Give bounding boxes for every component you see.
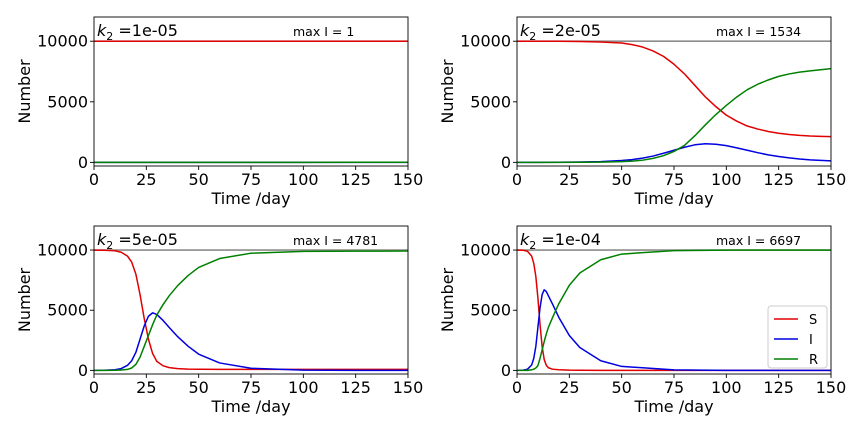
x-tick-label: 100: [288, 170, 319, 189]
x-tick-label: 150: [816, 378, 847, 397]
panel-title: k2 =5e-05: [97, 230, 178, 252]
x-tick-label: 125: [340, 170, 371, 189]
y-axis-label: Number: [438, 59, 457, 124]
y-tick-label: 5000: [47, 301, 88, 320]
x-tick-label: 50: [188, 170, 208, 189]
panel-title: k2 =1e-05: [97, 21, 178, 43]
x-tick-label: 100: [288, 378, 319, 397]
series-line-R: [517, 249, 831, 372]
y-axis-label: Number: [438, 267, 457, 332]
x-tick-label: 0: [512, 378, 522, 397]
chart-panel-4: 0 25 50 75 100 125 150 0 5000 10000 Time /day Numbe…: [438, 225, 847, 416]
panel-title: k2 =1e-04: [520, 230, 601, 252]
x-tick-label: 100: [711, 378, 742, 397]
panel-title-subscript: 2: [529, 30, 536, 43]
y-tick-label: 10000: [460, 241, 511, 260]
x-tick-label: 0: [512, 170, 522, 189]
max-i-annotation: max I = 6697: [716, 233, 801, 248]
y-tick-label: 10000: [37, 32, 88, 51]
legend-label-S: S: [809, 313, 817, 328]
x-tick-label: 75: [664, 378, 684, 397]
x-tick-label: 100: [711, 170, 742, 189]
panel-title-value: =5e-05: [113, 230, 178, 249]
y-tick-label: 10000: [37, 241, 88, 260]
series-group: [517, 40, 831, 164]
series-line-R: [94, 250, 408, 372]
series-line-I: [94, 312, 408, 372]
max-i-annotation: max I = 4781: [293, 233, 378, 248]
legend-label-I: I: [809, 333, 813, 348]
panel-title-subscript: 2: [106, 239, 113, 252]
series-line-I: [517, 289, 831, 372]
legend-box: [767, 305, 828, 369]
x-tick-label: 0: [89, 378, 99, 397]
x-axis-label: Time /day: [210, 189, 290, 208]
y-tick-label: 5000: [470, 301, 511, 320]
y-tick-label: 0: [78, 153, 88, 172]
x-tick-label: 50: [188, 378, 208, 397]
x-tick-label: 50: [611, 170, 631, 189]
max-i-annotation: max I = 1534: [716, 24, 801, 39]
x-tick-label: 125: [340, 378, 371, 397]
panel-title-symbol: k: [520, 21, 530, 40]
panel-title-symbol: k: [520, 230, 530, 249]
series-group: [94, 40, 408, 164]
max-i-annotation: max I = 1: [293, 24, 354, 39]
panel-title-value: =1e-05: [113, 21, 178, 40]
x-tick-label: 50: [611, 378, 631, 397]
x-tick-label: 25: [559, 170, 579, 189]
x-tick-label: 25: [136, 378, 156, 397]
x-tick-label: 75: [241, 378, 261, 397]
panel-title-symbol: k: [97, 230, 107, 249]
x-tick-label: 125: [763, 170, 794, 189]
legend-label-R: R: [809, 353, 818, 368]
x-tick-label: 25: [136, 170, 156, 189]
x-tick-label: 150: [816, 170, 847, 189]
panel-title-value: =1e-04: [536, 230, 601, 249]
series-line-S: [517, 40, 831, 138]
panel-title-value: =2e-05: [536, 21, 601, 40]
y-tick-label: 10000: [460, 32, 511, 51]
x-axis-label: Time /day: [633, 189, 713, 208]
y-tick-label: 0: [501, 153, 511, 172]
panel-title: k2 =2e-05: [520, 21, 601, 43]
y-tick-label: 5000: [470, 92, 511, 111]
chart-panel-1: 0 25 50 75 100 125 150 0 5000 10000 Time /day Numbe…: [15, 16, 424, 208]
panel-title-subscript: 2: [529, 239, 536, 252]
series-line-I: [517, 143, 831, 164]
x-tick-label: 125: [763, 378, 794, 397]
x-axis-label: Time /day: [633, 397, 713, 416]
series-line-R: [517, 67, 831, 164]
y-tick-label: 0: [78, 361, 88, 380]
y-axis-label: Number: [15, 59, 34, 124]
series-group: [517, 249, 831, 372]
x-tick-label: 150: [393, 378, 424, 397]
y-axis-label: Number: [15, 267, 34, 332]
chart-panel-3: 0 25 50 75 100 125 150 0 5000 10000 Time /day Numbe…: [15, 225, 424, 416]
x-axis-label: Time /day: [210, 397, 290, 416]
x-tick-label: 25: [559, 378, 579, 397]
panel-title-subscript: 2: [106, 30, 113, 43]
x-tick-label: 0: [89, 170, 99, 189]
x-tick-label: 75: [241, 170, 261, 189]
series-line-S: [517, 249, 831, 372]
chart-panel-2: 0 25 50 75 100 125 150 0 5000 10000 Time /day Numbe…: [438, 16, 847, 208]
series-line-S: [94, 249, 408, 371]
x-tick-label: 150: [393, 170, 424, 189]
y-tick-label: 5000: [47, 92, 88, 111]
x-tick-label: 75: [664, 170, 684, 189]
series-group: [94, 249, 408, 372]
y-tick-label: 0: [501, 361, 511, 380]
panel-title-symbol: k: [97, 21, 107, 40]
